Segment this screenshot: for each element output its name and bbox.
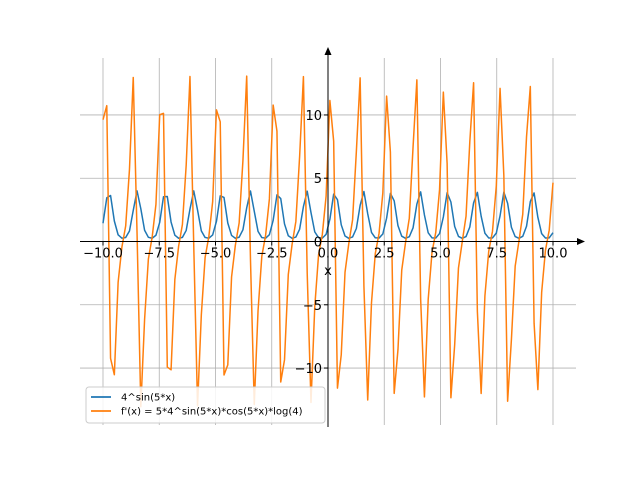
y-axis-arrow <box>324 47 332 55</box>
x-axis-arrow <box>577 238 585 245</box>
y-tick-label: 5 <box>314 172 322 187</box>
legend-box <box>85 386 326 424</box>
x-tick-label: 5.0 <box>430 247 451 262</box>
x-tick-label: −10.0 <box>83 247 123 262</box>
legend-label: f'(x) = 5*4^sin(5*x)*cos(5*x)*log(4) <box>121 407 303 418</box>
legend-label: 4^sin(5*x) <box>121 393 175 404</box>
x-tick-label: −5.0 <box>200 247 232 262</box>
x-tick-label: 2.5 <box>374 247 395 262</box>
y-tick-label: 0 <box>314 236 322 251</box>
x-tick-label: 10.0 <box>539 247 568 262</box>
x-tick-label: −7.5 <box>143 247 175 262</box>
y-tick-label: −5 <box>303 299 322 314</box>
y-tick-label: −10 <box>295 362 322 377</box>
ticks: −10.0 −7.5 −5.0 −2.5 0.0 2.5 5.0 7.5 10.0 −10 −5 0 5… <box>83 109 567 377</box>
x-tick-label: 7.5 <box>486 247 507 262</box>
y-tick-label: 10 <box>305 109 322 124</box>
x-axis-label: x <box>324 264 332 279</box>
x-tick-label: −2.5 <box>256 247 288 262</box>
axes <box>80 47 585 427</box>
x-tick-label: 0.0 <box>318 247 339 262</box>
legend: 4^sin(5*x) f'(x) = 5*4^sin(5*x)*cos(5*x)*… <box>85 386 326 424</box>
